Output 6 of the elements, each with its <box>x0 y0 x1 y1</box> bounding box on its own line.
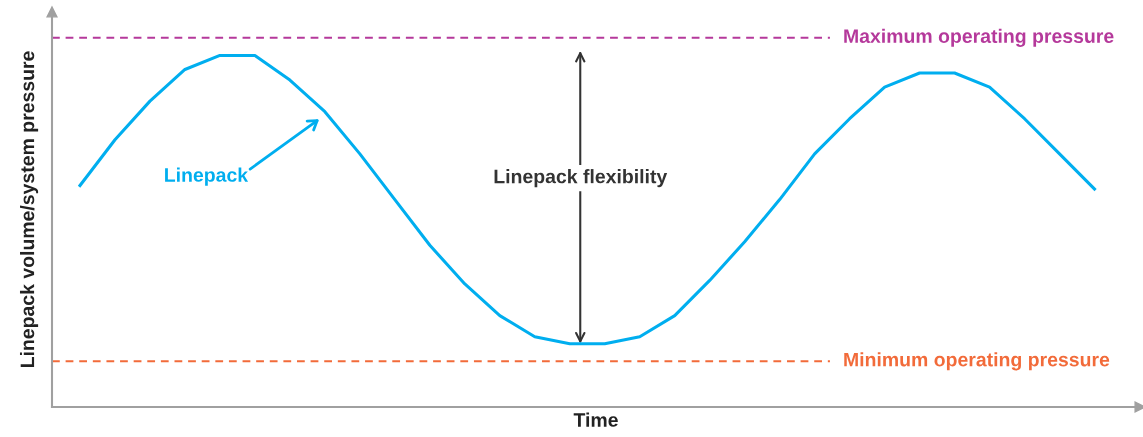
ref-line-label: Maximum operating pressure <box>844 28 1114 47</box>
x-axis-title: Time <box>573 412 618 427</box>
y-axis-title: Linepack volume/system pressure <box>19 51 39 368</box>
text: Linepack <box>165 167 249 186</box>
ref-line-label: Minimum operating pressure <box>844 352 1110 371</box>
annotation: Linepack flexibility <box>494 169 668 188</box>
